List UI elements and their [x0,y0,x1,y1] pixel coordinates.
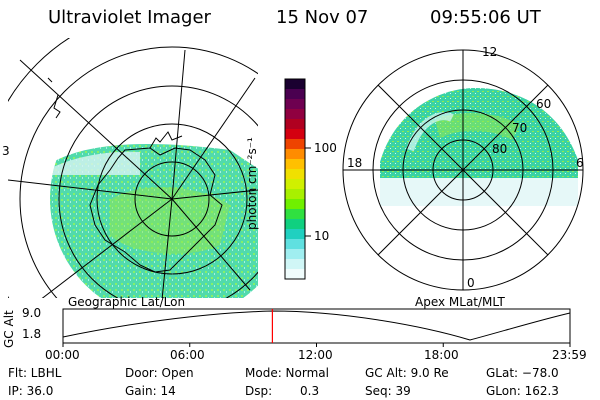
colorbar-swatch [285,269,305,280]
colorbar-swatch [285,139,305,150]
colorbar-swatch [285,179,305,190]
color-bar [285,79,305,280]
info-mode: Mode: Normal [245,366,329,380]
timeline-xtick-0000: 00:00 [45,348,80,362]
left-meridians [8,49,258,298]
mlat-label-70: 70 [512,121,528,135]
instrument-title: Ultraviolet Imager [48,7,211,28]
colorbar-swatch [285,249,305,260]
mlat-label-80: 80 [492,142,508,156]
colorbar-swatch [285,89,305,100]
info-seq: Seq: 39 [365,384,411,398]
left-map [8,38,258,298]
info-glat: GLat: −78.0 [486,366,559,380]
mlt-label-18: 18 [347,156,363,170]
color-bar-frame [284,78,306,280]
altitude-timeline [62,308,571,347]
right-aurora-image [380,88,578,178]
left-map-caption: Geographic Lat/Lon [68,295,186,309]
colorbar-swatch [285,189,305,200]
colorbar-label-10: 10 [314,229,330,243]
mlt-label-0: 0 [467,276,475,290]
timeline-xtick-1200: 12:00 [298,348,333,362]
colorbar-swatch [285,149,305,160]
info-gc-alt: GC Alt: 9.0 Re [365,366,449,380]
date-label: 15 Nov 07 [276,7,369,28]
mlat-label-60: 60 [536,97,552,111]
left-lat-circles [8,38,258,298]
colorbar-swatch [285,129,305,140]
timeline-ytick-9: 9.0 [22,306,42,320]
colorbar-swatch [285,79,305,90]
colorbar-swatch [285,229,305,240]
timeline-ytick-1.8: 1.8 [22,327,42,341]
colorbar-swatch [285,109,305,120]
mlt-label-12: 12 [482,45,498,59]
time-label: 09:55:06 UT [430,7,541,28]
info-flt: Flt: LBHL [8,366,62,380]
colorbar-swatch [285,119,305,130]
colorbar-label-100: 100 [314,141,337,155]
info-glon: GLon: 162.3 [486,384,559,398]
timeline-xtick-1800: 18:00 [424,348,459,362]
colorbar-swatch [285,209,305,220]
colorbar-swatch [285,199,305,210]
timeline-xtick-2359: 23:59 [552,348,587,362]
info-gain: Gain: 14 [125,384,176,398]
colorbar-swatch [285,159,305,170]
colorbar-unit-label: photon cm⁻²s⁻¹ [245,137,259,230]
left-coastlines [47,77,223,273]
altitude-curve [62,310,571,341]
left-map-edge-mark: 3 [2,144,10,158]
right-mlt-lines [343,50,583,290]
right-map [342,49,584,291]
colorbar-swatch [285,219,305,230]
colorbar-swatch [285,239,305,250]
timeline-axis-label: GC Alt [2,310,16,348]
colorbar-swatch [285,259,305,270]
right-map-caption: Apex MLat/MLT [415,295,505,309]
mlt-label-6: 6 [576,156,584,170]
info-dsp-value: 0.3 [300,384,320,398]
info-door: Door: Open [125,366,194,380]
info-dsp-label: Dsp: [245,384,273,398]
colorbar-swatch [285,99,305,110]
timeline-xtick-0600: 06:00 [170,348,205,362]
colorbar-swatch [285,169,305,180]
info-ip: IP: 36.0 [8,384,54,398]
